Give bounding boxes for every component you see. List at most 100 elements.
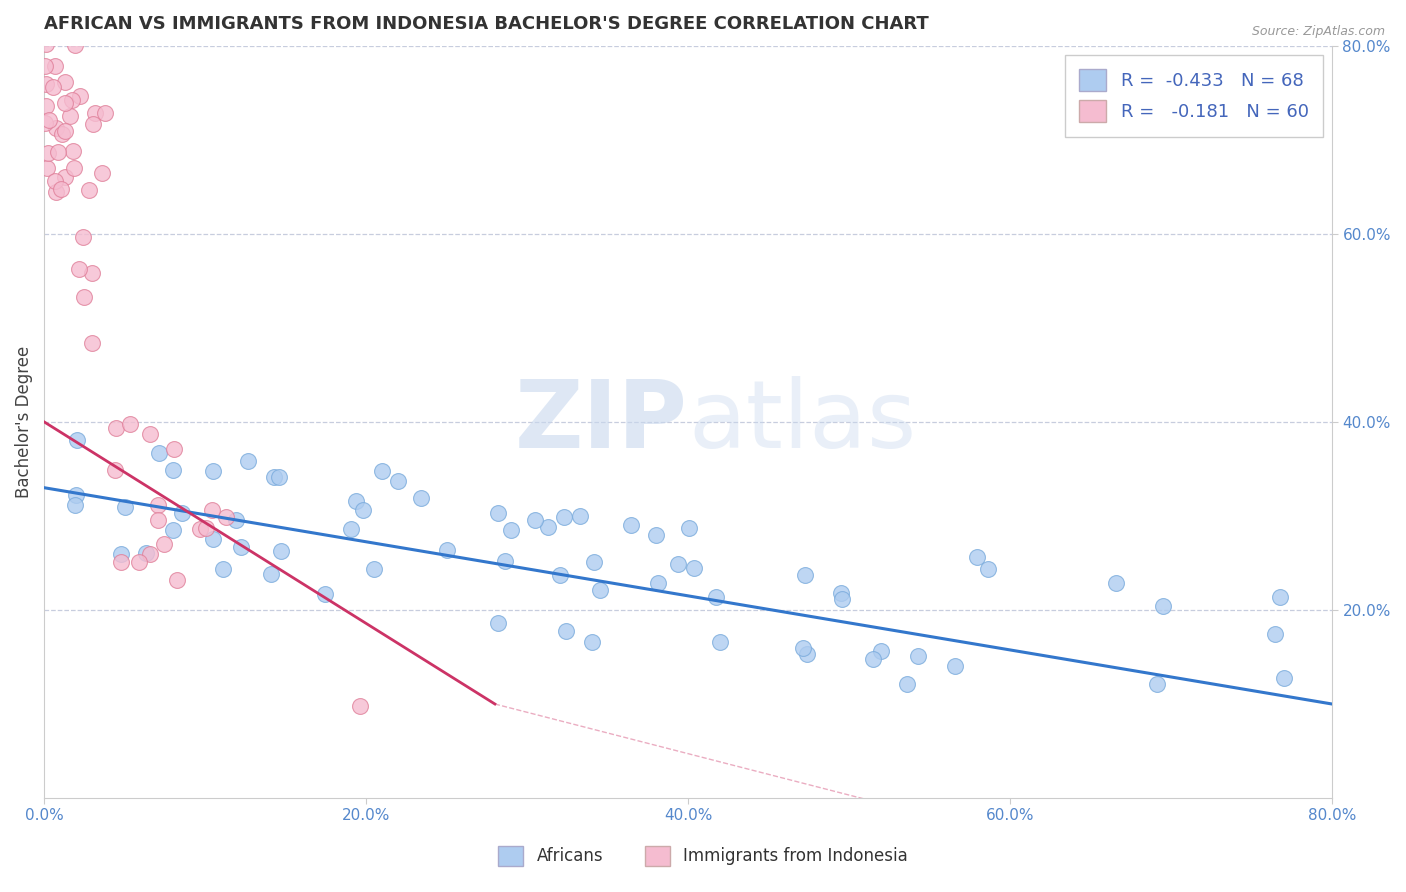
Text: ZIP: ZIP — [515, 376, 688, 468]
Point — [62, 144, 84, 158]
Point — [103, 463, 125, 477]
Point — [170, 506, 193, 520]
Point — [499, 523, 522, 537]
Point — [166, 573, 188, 587]
Point — [548, 568, 571, 582]
Point — [42, 79, 65, 94]
Point — [678, 521, 700, 535]
Point — [53, 95, 76, 110]
Point — [80, 336, 103, 351]
Point — [90, 166, 112, 180]
Point — [263, 469, 285, 483]
Point — [48, 4, 70, 18]
Point — [82, 117, 104, 131]
Point — [34, 29, 56, 44]
Point — [62, 0, 84, 12]
Point — [51, 127, 73, 141]
Point — [80, 266, 103, 280]
Point — [37, 146, 59, 161]
Legend: R =  -0.433   N = 68, R =   -0.181   N = 60: R = -0.433 N = 68, R = -0.181 N = 60 — [1064, 54, 1323, 136]
Point — [35, 37, 58, 51]
Point — [260, 566, 283, 581]
Point — [163, 442, 186, 456]
Point — [231, 540, 253, 554]
Point — [38, 112, 60, 127]
Point — [363, 562, 385, 576]
Point — [436, 543, 458, 558]
Point — [907, 648, 929, 663]
Point — [114, 500, 136, 515]
Point — [339, 522, 361, 536]
Point — [41, 0, 63, 8]
Point — [60, 93, 83, 107]
Point — [706, 590, 728, 604]
Point — [45, 121, 67, 136]
Point — [34, 116, 56, 130]
Point — [581, 635, 603, 649]
Point — [943, 659, 966, 673]
Point — [139, 426, 162, 441]
Point — [110, 556, 132, 570]
Point — [486, 506, 509, 520]
Point — [352, 503, 374, 517]
Point — [862, 651, 884, 665]
Point — [225, 513, 247, 527]
Point — [63, 38, 86, 53]
Text: AFRICAN VS IMMIGRANTS FROM INDONESIA BACHELOR'S DEGREE CORRELATION CHART: AFRICAN VS IMMIGRANTS FROM INDONESIA BAC… — [44, 15, 929, 33]
Point — [524, 513, 547, 527]
Point — [51, 181, 73, 195]
Point — [46, 145, 69, 159]
Point — [162, 463, 184, 477]
Point — [63, 498, 86, 512]
Point — [869, 644, 891, 658]
Point — [537, 520, 560, 534]
Point — [128, 555, 150, 569]
Point — [554, 624, 576, 638]
Point — [59, 109, 82, 123]
Point — [58, 25, 80, 39]
Point — [966, 550, 988, 565]
Point — [831, 592, 853, 607]
Point — [269, 470, 291, 484]
Point — [1146, 677, 1168, 691]
Point — [62, 161, 84, 175]
Point — [202, 532, 225, 546]
Point — [45, 185, 67, 199]
Point — [494, 554, 516, 568]
Point — [792, 641, 814, 656]
Point — [84, 105, 107, 120]
Point — [583, 555, 606, 569]
Point — [486, 616, 509, 631]
Point — [139, 547, 162, 561]
Point — [148, 498, 170, 512]
Legend: Africans, Immigrants from Indonesia: Africans, Immigrants from Indonesia — [485, 832, 921, 880]
Point — [666, 557, 689, 571]
Point — [66, 433, 89, 447]
Point — [349, 698, 371, 713]
Point — [35, 161, 58, 175]
Point — [146, 513, 169, 527]
Text: atlas: atlas — [688, 376, 917, 468]
Point — [553, 509, 575, 524]
Point — [1272, 671, 1295, 685]
Point — [270, 544, 292, 558]
Point — [41, 16, 63, 30]
Point — [162, 523, 184, 537]
Point — [1152, 599, 1174, 614]
Point — [67, 261, 90, 276]
Point — [370, 464, 392, 478]
Point — [1268, 590, 1291, 604]
Point — [77, 183, 100, 197]
Point — [314, 586, 336, 600]
Point — [69, 88, 91, 103]
Point — [683, 560, 706, 574]
Point — [1264, 627, 1286, 641]
Point — [65, 487, 87, 501]
Point — [645, 527, 668, 541]
Point — [105, 421, 128, 435]
Point — [46, 0, 69, 10]
Point — [896, 677, 918, 691]
Point — [236, 454, 259, 468]
Point — [568, 509, 591, 524]
Point — [344, 493, 367, 508]
